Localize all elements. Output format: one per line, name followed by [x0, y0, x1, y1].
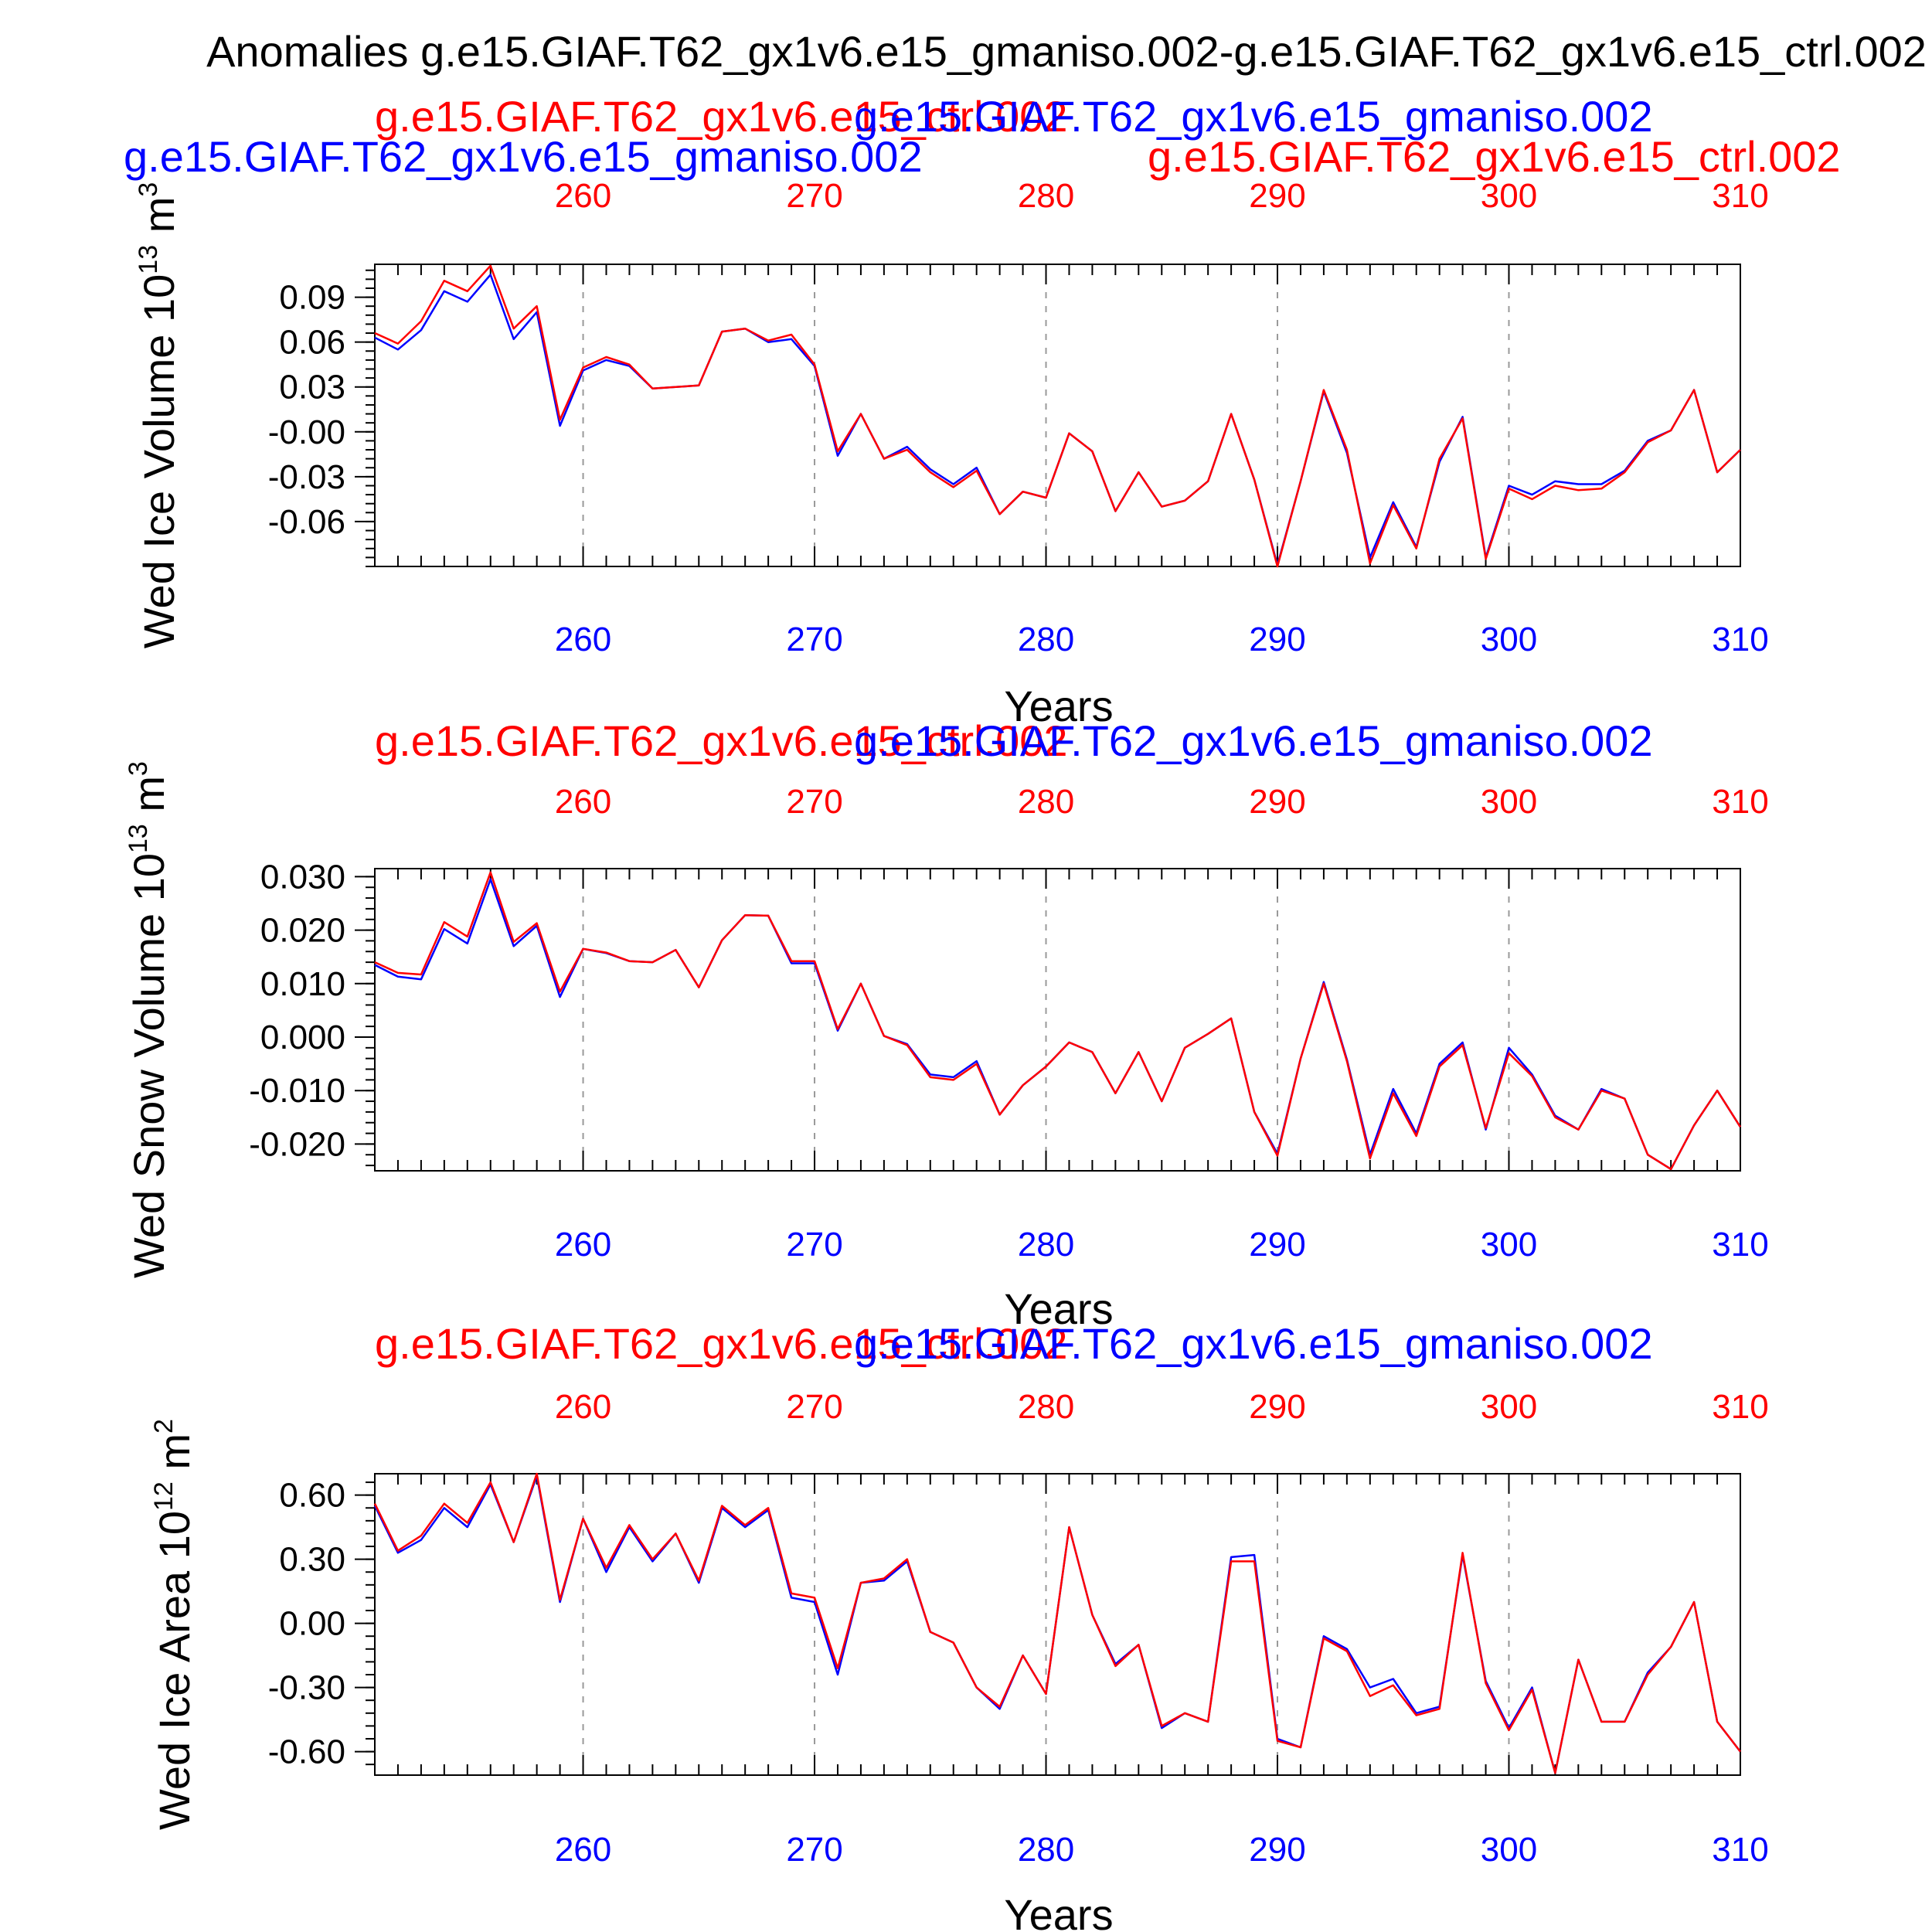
series-line-ctrl: [374, 871, 1742, 1171]
x-tick-label-top: 260: [555, 1388, 611, 1426]
x-tick-label-top: 310: [1712, 177, 1768, 215]
series-line-ctrl: [373, 1472, 1741, 1774]
x-tick-label-bottom: 270: [786, 621, 842, 658]
y-tick-label: 0.00: [279, 1605, 345, 1643]
x-tick-label-bottom: 280: [1018, 621, 1074, 658]
panel-1: 0.09 0.06 0.03 -0.00 -0.03 -0.06 260 260 270 270 2…: [134, 92, 1769, 730]
plot-frame: [374, 264, 1741, 567]
y-axis-title-main: Wed Ice Volume 10: [134, 274, 183, 649]
y-axis-title-exponent: 13: [134, 245, 163, 274]
y-axis-title: Wed Snow Volume 1013 m3: [124, 761, 173, 1278]
series-label-red: g.e15.GIAF.T62_gx1v6.e15_ctrl.002: [375, 92, 1068, 141]
x-tick-label-bottom: 290: [1249, 1226, 1305, 1264]
x-axis-label: Years: [1004, 682, 1113, 730]
x-tick-label-top: 300: [1481, 1388, 1537, 1426]
x-tick-label-top: 260: [555, 783, 611, 821]
y-tick-label: 0.030: [260, 858, 345, 896]
y-axis-title-exponent: 13: [124, 824, 153, 853]
x-tick-label-top: 260: [555, 177, 611, 215]
x-tick-label-bottom: 260: [555, 621, 611, 658]
y-axis-title-main: Wed Ice Area 10: [150, 1511, 199, 1830]
series-line-gmaniso: [374, 878, 1742, 1171]
y-tick-label: 0.03: [279, 369, 345, 406]
x-tick-label-bottom: 310: [1712, 1831, 1768, 1869]
figure-red-label: g.e15.GIAF.T62_gx1v6.e15_ctrl.002: [1148, 132, 1841, 181]
x-tick-label-top: 310: [1712, 783, 1768, 821]
y-tick-label: -0.60: [268, 1733, 345, 1771]
y-tick-label: 0.010: [260, 965, 345, 1003]
y-tick-label: 0.09: [279, 279, 345, 317]
y-axis-title-unit: m: [124, 776, 173, 824]
panel-3: 0.60 0.30 0.00 -0.30 -0.60 260 260 270 270 280 280…: [149, 1319, 1769, 1932]
y-tick-label: 0.06: [279, 324, 345, 362]
x-tick-label-top: 280: [1018, 177, 1074, 215]
x-tick-label-bottom: 310: [1712, 621, 1768, 658]
x-tick-label-top: 280: [1018, 783, 1074, 821]
y-axis-title-exponent: 12: [149, 1481, 179, 1511]
series-line-ctrl: [374, 264, 1741, 568]
x-tick-label-bottom: 310: [1712, 1226, 1768, 1264]
x-tick-label-bottom: 300: [1481, 621, 1537, 658]
x-tick-label-bottom: 280: [1018, 1831, 1074, 1869]
x-tick-label-top: 270: [786, 177, 842, 215]
y-tick-label: 0.30: [279, 1541, 345, 1579]
y-axis-title: Wed Ice Area 1012 m2: [149, 1419, 199, 1830]
series-label-blue: g.e15.GIAF.T62_gx1v6.e15_gmaniso.002: [854, 1319, 1653, 1368]
y-tick-label: -0.30: [268, 1669, 345, 1707]
x-tick-label-bottom: 270: [786, 1831, 842, 1869]
y-axis-title-main: Wed Snow Volume 10: [124, 853, 173, 1278]
y-axis-title: Wed Ice Volume 1013 m3: [134, 182, 183, 649]
x-tick-label-top: 290: [1249, 1388, 1305, 1426]
x-tick-label-top: 300: [1481, 783, 1537, 821]
series-label-blue: g.e15.GIAF.T62_gx1v6.e15_gmaniso.002: [854, 92, 1653, 141]
x-tick-label-top: 290: [1249, 783, 1305, 821]
y-tick-label: -0.00: [268, 413, 345, 451]
y-tick-label: -0.010: [249, 1072, 345, 1110]
plot-frame: [374, 1473, 1741, 1776]
chart-panels: 0.09 0.06 0.03 -0.00 -0.03 -0.06 260 260 270 270 2…: [124, 92, 1769, 1932]
figure-blue-label: g.e15.GIAF.T62_gx1v6.e15_gmaniso.002: [124, 132, 923, 181]
x-tick-label-top: 290: [1249, 177, 1305, 215]
series-label-blue: g.e15.GIAF.T62_gx1v6.e15_gmaniso.002: [854, 716, 1653, 765]
x-tick-label-bottom: 260: [555, 1831, 611, 1869]
y-axis-title-unit-exponent: 2: [149, 1419, 179, 1434]
x-tick-label-bottom: 280: [1018, 1226, 1074, 1264]
figure-title: Anomalies g.e15.GIAF.T62_gx1v6.e15_gmani…: [206, 27, 1927, 76]
series-line-gmaniso: [373, 1475, 1741, 1774]
x-tick-label-top: 270: [786, 1388, 842, 1426]
x-tick-label-bottom: 290: [1249, 621, 1305, 658]
x-tick-label-bottom: 270: [786, 1226, 842, 1264]
series-label-red: g.e15.GIAF.T62_gx1v6.e15_ctrl.002: [375, 1319, 1068, 1368]
series-label-red: g.e15.GIAF.T62_gx1v6.e15_ctrl.002: [375, 716, 1068, 765]
x-tick-label-bottom: 260: [555, 1226, 611, 1264]
x-tick-label-top: 280: [1018, 1388, 1074, 1426]
y-tick-label: 0.000: [260, 1019, 345, 1056]
x-tick-label-bottom: 290: [1249, 1831, 1305, 1869]
y-tick-label: 0.60: [279, 1477, 345, 1515]
plot-frame: [374, 868, 1741, 1172]
y-tick-label: -0.03: [268, 458, 345, 496]
panel-2: 0.030 0.020 0.010 0.000 -0.010 -0.020 260 260 27…: [124, 716, 1769, 1333]
y-axis-title-unit: m: [134, 197, 183, 245]
x-tick-label-top: 270: [786, 783, 842, 821]
x-tick-label-bottom: 300: [1481, 1831, 1537, 1869]
x-tick-label-top: 300: [1481, 177, 1537, 215]
series-line-gmaniso: [374, 274, 1741, 566]
x-axis-label: Years: [1004, 1284, 1113, 1333]
y-axis-title-unit: m: [150, 1434, 199, 1481]
y-tick-label: -0.020: [249, 1125, 345, 1163]
y-tick-label: 0.020: [260, 912, 345, 950]
x-tick-label-bottom: 300: [1481, 1226, 1537, 1264]
y-tick-label: -0.06: [268, 503, 345, 541]
x-tick-label-top: 310: [1712, 1388, 1768, 1426]
x-axis-label: Years: [1004, 1890, 1113, 1932]
y-axis-title-unit-exponent: 3: [124, 761, 153, 776]
y-axis-title-unit-exponent: 3: [134, 182, 163, 197]
